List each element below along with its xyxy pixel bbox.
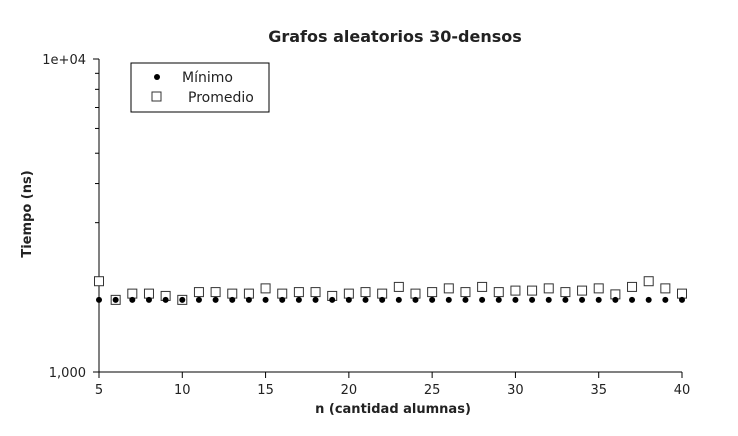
y-axis-label: Tiempo (ns) bbox=[20, 170, 35, 257]
x-tick-label: 10 bbox=[174, 383, 191, 398]
point-minimo bbox=[262, 296, 269, 303]
x-axis-label: n (cantidad alumnas) bbox=[315, 402, 471, 417]
point-promedio bbox=[94, 276, 104, 287]
point-promedio bbox=[377, 288, 388, 299]
point-promedio bbox=[643, 276, 654, 287]
point-promedio bbox=[243, 288, 254, 299]
x-tick-label: 30 bbox=[507, 383, 524, 398]
point-promedio bbox=[510, 285, 521, 296]
point-minimo bbox=[312, 296, 319, 303]
point-minimo bbox=[512, 296, 519, 303]
point-minimo bbox=[379, 296, 386, 303]
point-promedio bbox=[593, 283, 604, 294]
point-promedio bbox=[410, 288, 421, 299]
point-promedio bbox=[477, 281, 488, 292]
point-promedio bbox=[627, 281, 638, 292]
x-tick-label: 15 bbox=[257, 383, 274, 398]
point-minimo bbox=[229, 296, 236, 303]
point-minimo bbox=[345, 296, 352, 303]
point-minimo bbox=[445, 296, 452, 303]
point-promedio bbox=[227, 288, 238, 299]
point-promedio bbox=[443, 283, 454, 294]
legend-box bbox=[130, 62, 270, 113]
point-minimo bbox=[96, 296, 102, 303]
legend-label-promedio: Promedio bbox=[188, 90, 254, 106]
point-minimo bbox=[395, 296, 402, 303]
x-tick-label: 5 bbox=[95, 383, 103, 398]
point-promedio bbox=[493, 287, 504, 298]
point-minimo bbox=[295, 296, 302, 303]
point-minimo bbox=[362, 296, 369, 303]
point-promedio bbox=[543, 283, 554, 294]
point-minimo bbox=[212, 296, 219, 303]
point-minimo bbox=[662, 296, 669, 303]
point-promedio bbox=[677, 288, 687, 299]
chart-title: Grafos aleatorios 30-densos bbox=[268, 27, 522, 46]
y-tick-label: 1e+04 bbox=[42, 53, 86, 68]
point-minimo bbox=[162, 296, 169, 303]
point-minimo bbox=[195, 296, 202, 303]
point-promedio bbox=[260, 283, 271, 294]
legend-label-minimo: Mínimo bbox=[182, 70, 233, 86]
point-promedio bbox=[310, 287, 321, 298]
point-promedio bbox=[343, 288, 354, 299]
point-promedio bbox=[360, 287, 371, 298]
axis-ticks: 5 10 15 20 25 30 35 40 1,000 1e+04 bbox=[42, 53, 690, 398]
point-minimo bbox=[429, 296, 436, 303]
point-promedio bbox=[293, 287, 304, 298]
point-minimo bbox=[495, 296, 502, 303]
point-minimo bbox=[612, 296, 619, 303]
point-minimo bbox=[179, 296, 186, 303]
point-promedio bbox=[277, 288, 288, 299]
point-minimo bbox=[112, 296, 119, 303]
legend-marker-minimo bbox=[154, 74, 160, 80]
point-minimo bbox=[529, 296, 536, 303]
data-markers bbox=[94, 276, 687, 305]
point-minimo bbox=[595, 296, 602, 303]
point-minimo bbox=[579, 296, 586, 303]
point-promedio bbox=[143, 288, 154, 299]
point-promedio bbox=[577, 285, 588, 296]
point-promedio bbox=[427, 287, 438, 298]
point-minimo bbox=[645, 296, 652, 303]
point-promedio bbox=[393, 281, 404, 292]
point-minimo bbox=[129, 296, 136, 303]
point-promedio bbox=[210, 287, 221, 298]
point-promedio bbox=[560, 287, 571, 298]
point-minimo bbox=[562, 296, 569, 303]
point-minimo bbox=[245, 296, 252, 303]
x-tick-label: 20 bbox=[341, 383, 358, 398]
legend-marker-promedio bbox=[151, 91, 162, 102]
point-promedio bbox=[460, 287, 471, 298]
point-promedio bbox=[127, 288, 138, 299]
point-minimo bbox=[145, 296, 152, 303]
point-minimo bbox=[479, 296, 486, 303]
point-minimo bbox=[679, 296, 685, 303]
legend: Mínimo Promedio bbox=[130, 62, 270, 113]
point-promedio bbox=[193, 287, 204, 298]
x-tick-label: 40 bbox=[674, 383, 691, 398]
point-promedio bbox=[527, 285, 538, 296]
point-promedio bbox=[660, 283, 671, 294]
point-minimo bbox=[545, 296, 552, 303]
point-minimo bbox=[279, 296, 286, 303]
point-minimo bbox=[329, 296, 336, 303]
point-minimo bbox=[412, 296, 419, 303]
point-minimo bbox=[462, 296, 469, 303]
axes bbox=[98, 59, 682, 373]
x-tick-label: 25 bbox=[424, 383, 441, 398]
point-minimo bbox=[629, 296, 636, 303]
y-tick-label: 1,000 bbox=[49, 366, 86, 381]
x-tick-label: 35 bbox=[590, 383, 607, 398]
